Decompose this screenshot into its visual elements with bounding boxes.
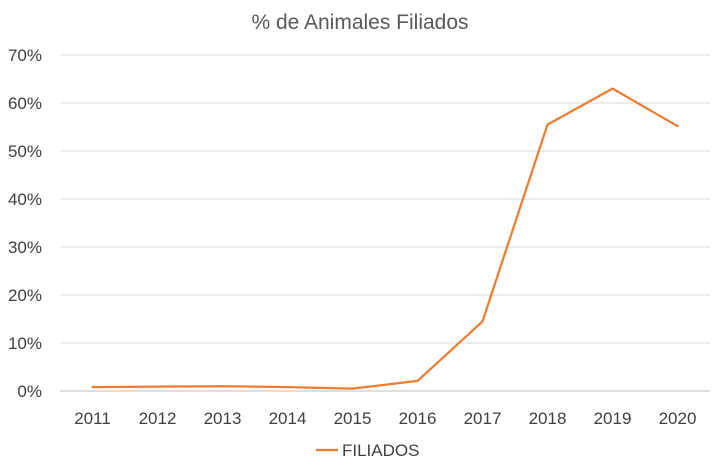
x-tick-label: 2017 — [464, 409, 502, 428]
series-line — [91, 87, 679, 390]
x-tick-label: 2011 — [74, 409, 111, 428]
y-tick-label: 70% — [8, 46, 42, 65]
x-tick-label: 2012 — [139, 409, 177, 428]
y-axis-tick-labels: 0% 10% 20% 30% 40% 50% 60% 70% — [8, 46, 42, 401]
x-tick-label: 2014 — [269, 409, 307, 428]
x-tick-label: 2020 — [659, 409, 697, 428]
legend: FILIADOS — [316, 441, 419, 460]
legend-label: FILIADOS — [342, 441, 419, 460]
chart-title: % de Animales Filiados — [251, 11, 468, 34]
x-tick-label: 2013 — [204, 409, 242, 428]
x-tick-label: 2018 — [529, 409, 567, 428]
x-tick-label: 2015 — [334, 409, 372, 428]
y-tick-label: 50% — [8, 142, 42, 161]
y-tick-label: 20% — [8, 286, 42, 305]
y-tick-label: 40% — [8, 190, 42, 209]
y-tick-label: 30% — [8, 238, 42, 257]
y-tick-label: 10% — [8, 334, 42, 353]
y-tick-label: 60% — [8, 94, 42, 113]
x-tick-label: 2016 — [399, 409, 437, 428]
y-tick-label: 0% — [17, 382, 42, 401]
gridlines — [60, 54, 710, 392]
series-layer — [91, 87, 679, 390]
x-tick-label: 2019 — [594, 409, 632, 428]
x-axis-tick-labels: 2011 2012 2013 2014 2015 2016 2017 2018 2019 2020 — [74, 409, 696, 428]
